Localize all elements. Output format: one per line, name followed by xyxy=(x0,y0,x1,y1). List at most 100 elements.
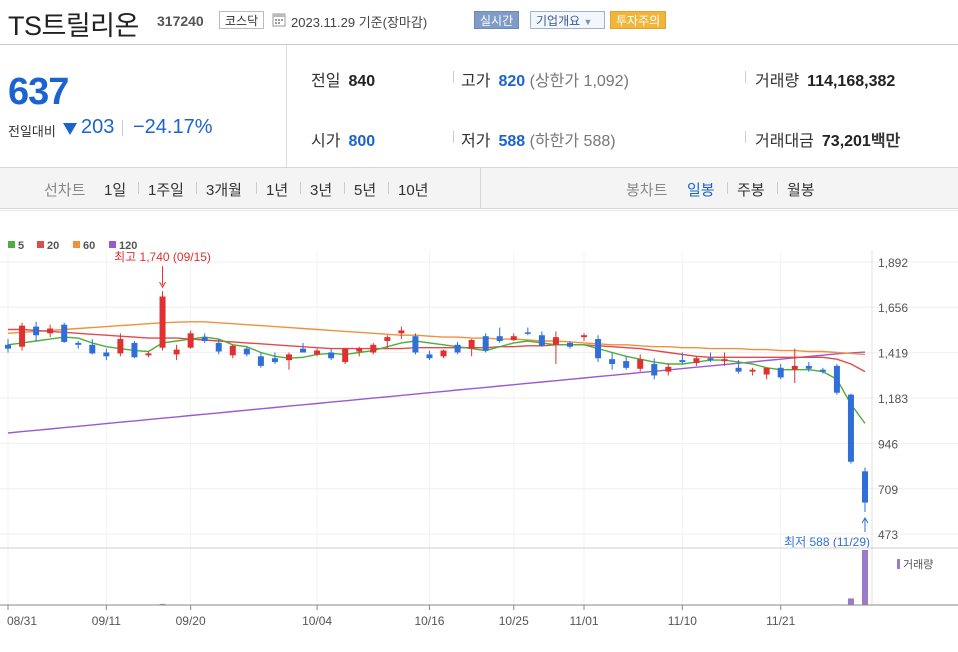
candle-body xyxy=(665,366,672,372)
candle-body xyxy=(595,339,602,359)
lower-limit: (하한가 588) xyxy=(529,133,616,150)
amount-value: 73,201 xyxy=(821,133,871,150)
period-10y[interactable]: 10년 xyxy=(398,182,429,199)
candle-body xyxy=(33,326,40,336)
candle-body xyxy=(581,335,588,338)
stat-open: 시가 800 xyxy=(311,127,375,151)
candle-body xyxy=(300,348,307,353)
candle-body xyxy=(229,345,236,356)
period-1d[interactable]: 1일 xyxy=(104,182,127,199)
nav-divider xyxy=(256,182,257,194)
period-1y[interactable]: 1년 xyxy=(266,182,289,199)
nav-divider xyxy=(300,182,301,194)
candle-body xyxy=(440,350,447,357)
amount-unit: 백만 xyxy=(870,133,901,150)
nav-divider xyxy=(777,182,778,194)
stat-low: 저가 588 (하한가 588) xyxy=(461,127,616,151)
candle-body xyxy=(679,360,686,363)
candle-daily[interactable]: 일봉 xyxy=(687,182,715,199)
x-tick-label: 09/11 xyxy=(92,614,121,628)
period-3m[interactable]: 3개월 xyxy=(206,182,242,199)
candle-body xyxy=(623,361,630,368)
candle-body xyxy=(763,367,770,375)
volume-legend-swatch xyxy=(897,559,900,569)
candle-body xyxy=(370,344,377,353)
open-value: 800 xyxy=(348,133,376,150)
nav-divider xyxy=(388,182,389,194)
candle-body xyxy=(524,332,531,334)
ma120-line xyxy=(7,351,866,434)
candle-body xyxy=(173,349,180,355)
candle-body xyxy=(777,367,784,378)
candle-body xyxy=(721,359,728,362)
x-tick-label: 08/31 xyxy=(7,614,37,628)
period-3y[interactable]: 3년 xyxy=(310,182,333,199)
header-divider xyxy=(0,44,958,45)
nav-divider xyxy=(196,182,197,194)
candle-body xyxy=(271,358,278,363)
y-tick-label: 946 xyxy=(878,437,898,451)
candle-body xyxy=(243,348,250,355)
stat-divider xyxy=(745,131,746,143)
y-tick-label: 473 xyxy=(878,528,898,542)
candle-body xyxy=(356,348,363,352)
corp-info-label: 기업개요 xyxy=(536,14,581,28)
legend-label: 120 xyxy=(119,240,137,252)
candle-body xyxy=(566,342,573,347)
ma20-line xyxy=(8,328,866,373)
high-value: 820 xyxy=(498,73,526,90)
calendar-icon xyxy=(272,13,286,27)
candle-body xyxy=(496,336,503,341)
candle-body xyxy=(819,369,826,372)
candle-body xyxy=(215,342,222,352)
max-annotation: 최고 1,740 (09/15) xyxy=(114,250,211,264)
candle-body xyxy=(651,363,658,376)
candle-body xyxy=(454,344,461,353)
candle-body xyxy=(145,353,152,356)
stat-prev: 전일 840 xyxy=(311,67,375,91)
legend-swatch xyxy=(37,241,44,248)
panel-divider xyxy=(286,45,287,167)
y-tick-label: 1,183 xyxy=(878,392,908,406)
candle-body xyxy=(314,350,321,355)
y-tick-label: 709 xyxy=(878,483,898,497)
legend-swatch xyxy=(109,241,116,248)
candle-body xyxy=(285,354,292,361)
candle-body xyxy=(426,354,433,359)
legend-label: 60 xyxy=(83,240,95,252)
realtime-button[interactable]: 실시간 xyxy=(474,11,520,29)
volume-bar xyxy=(847,598,854,605)
x-tick-label: 11/21 xyxy=(766,614,795,628)
candle-monthly[interactable]: 월봉 xyxy=(787,182,815,199)
candle-body xyxy=(187,333,194,348)
upper-limit: (상한가 1,092) xyxy=(529,73,629,90)
candle-body xyxy=(735,367,742,372)
candle-body xyxy=(47,328,54,334)
x-tick-label: 11/01 xyxy=(569,614,598,628)
period-1w[interactable]: 1주일 xyxy=(148,182,184,199)
change-label: 전일대비 xyxy=(8,124,56,139)
stock-name: TS트릴리온 xyxy=(8,11,139,41)
chevron-down-icon: ▼ xyxy=(583,17,593,27)
period-5y[interactable]: 5년 xyxy=(354,182,377,199)
candle-body xyxy=(117,339,124,354)
candle-body xyxy=(201,337,208,341)
candle-body xyxy=(75,342,82,345)
candle-weekly[interactable]: 주봉 xyxy=(737,182,765,199)
legend-swatch xyxy=(73,241,80,248)
candle-body xyxy=(159,296,166,348)
current-price: 637 xyxy=(8,71,69,113)
y-tick-label: 1,892 xyxy=(878,256,908,270)
stock-chart[interactable]: 5 20 60 120 1,892 1,656 1,419 1,183 946 709 473 최고 … xyxy=(0,210,958,652)
candle-body xyxy=(538,335,545,346)
candle-body xyxy=(328,352,335,359)
prev-value: 840 xyxy=(348,73,376,90)
y-tick-label: 1,656 xyxy=(878,301,908,315)
volume-legend-label: 거래량 xyxy=(903,558,933,571)
volume-value: 114,168,382 xyxy=(807,73,896,90)
candle-body xyxy=(552,337,559,345)
x-tick-label: 10/25 xyxy=(499,614,529,628)
x-tick-label: 11/10 xyxy=(668,614,697,628)
corp-info-dropdown[interactable]: 기업개요 ▼ xyxy=(530,11,605,29)
min-annotation: 최저 588 (11/29) xyxy=(784,535,870,549)
